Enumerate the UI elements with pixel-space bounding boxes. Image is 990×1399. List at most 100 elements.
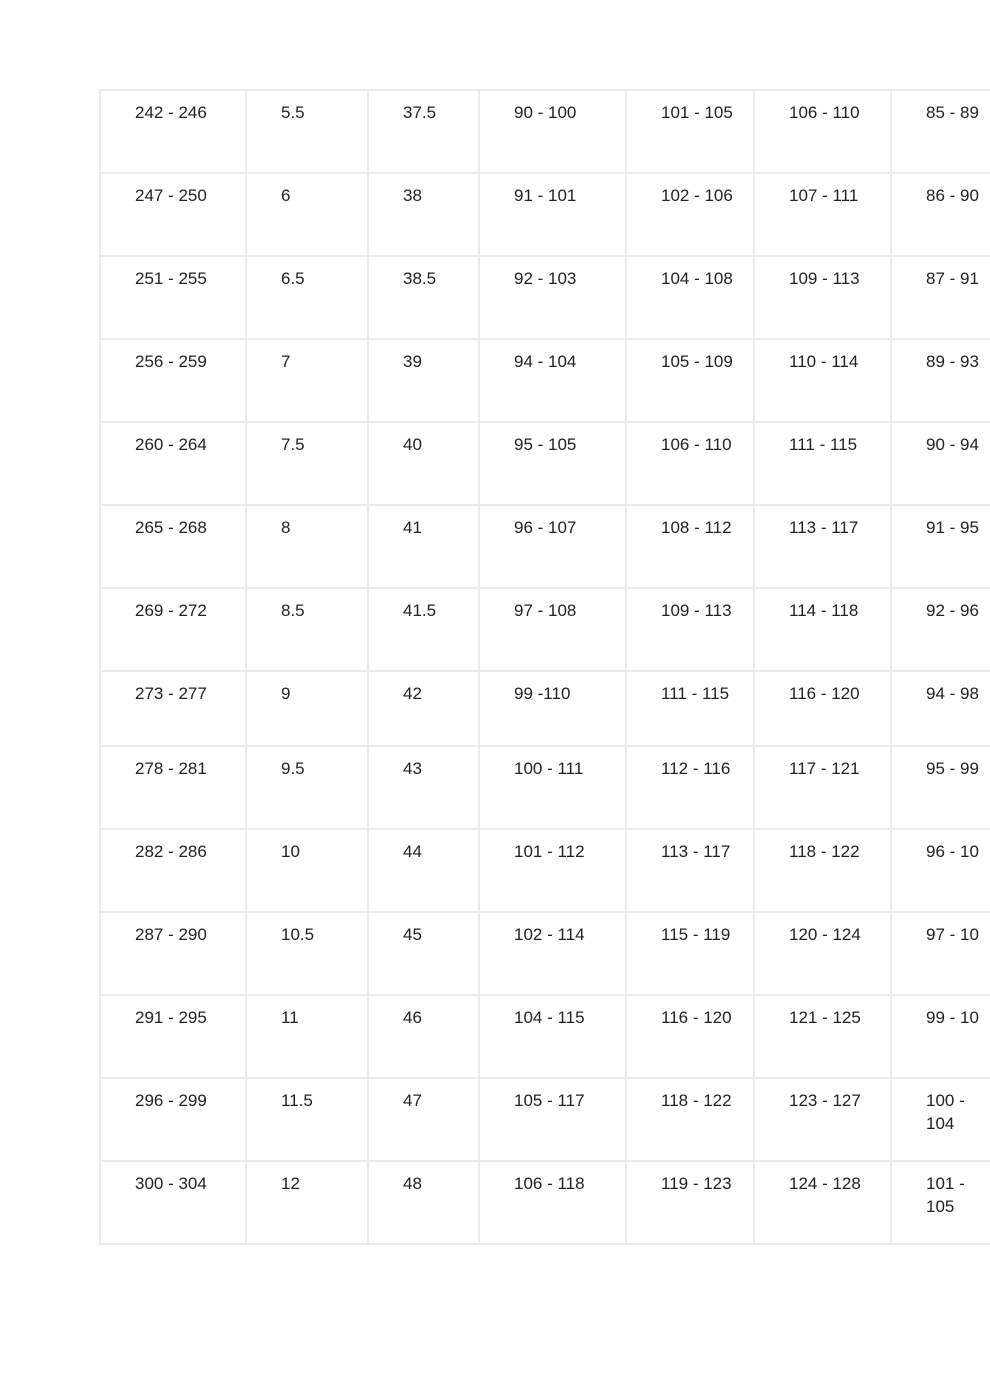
table-cell: 117 - 121 bbox=[753, 745, 892, 830]
table-cell: 86 - 90 bbox=[890, 172, 990, 257]
table-row: 273 - 277 9 42 99 -110 111 - 115 116 - 120 94 … bbox=[99, 670, 990, 747]
table-cell: 6.5 bbox=[245, 255, 369, 340]
table-cell: 251 - 255 bbox=[99, 255, 247, 340]
table-cell: 6 bbox=[245, 172, 369, 257]
table-cell: 7.5 bbox=[245, 421, 369, 506]
table-cell: 296 - 299 bbox=[99, 1077, 247, 1162]
table-cell: 47 bbox=[367, 1077, 480, 1162]
table-cell: 90 - 94 bbox=[890, 421, 990, 506]
table-cell: 9.5 bbox=[245, 745, 369, 830]
table-cell: 105 - 117 bbox=[478, 1077, 627, 1162]
table-cell: 119 - 123 bbox=[625, 1160, 755, 1245]
table-cell: 43 bbox=[367, 745, 480, 830]
table-cell: 91 - 101 bbox=[478, 172, 627, 257]
table-row: 269 - 272 8.5 41.5 97 - 108 109 - 113 114 - 1… bbox=[99, 587, 990, 672]
table-cell: 113 - 117 bbox=[753, 504, 892, 589]
table-cell: 38 bbox=[367, 172, 480, 257]
table-cell: 106 - 118 bbox=[478, 1160, 627, 1245]
table-row: 251 - 255 6.5 38.5 92 - 103 104 - 108 109 - 1… bbox=[99, 255, 990, 340]
table-cell: 96 - 107 bbox=[478, 504, 627, 589]
table-cell: 109 - 113 bbox=[625, 587, 755, 672]
table-body: 242 - 246 5.5 37.5 90 - 100 101 - 105 106 - 1… bbox=[99, 89, 990, 1245]
table-cell: 96 - 10 bbox=[890, 828, 990, 913]
table-cell: 300 - 304 bbox=[99, 1160, 247, 1245]
table-cell: 278 - 281 bbox=[99, 745, 247, 830]
table-cell: 12 bbox=[245, 1160, 369, 1245]
table-cell: 94 - 98 bbox=[890, 670, 990, 747]
table-cell: 99 - 10 bbox=[890, 994, 990, 1079]
table-cell: 46 bbox=[367, 994, 480, 1079]
table-row: 256 - 259 7 39 94 - 104 105 - 109 110 - 114 89… bbox=[99, 338, 990, 423]
table-cell: 101 - 105 bbox=[890, 1160, 990, 1245]
table-cell: 95 - 99 bbox=[890, 745, 990, 830]
table-cell: 94 - 104 bbox=[478, 338, 627, 423]
table-cell: 120 - 124 bbox=[753, 911, 892, 996]
table-cell: 107 - 111 bbox=[753, 172, 892, 257]
table-cell: 112 - 116 bbox=[625, 745, 755, 830]
table-cell: 108 - 112 bbox=[625, 504, 755, 589]
table-cell: 85 - 89 bbox=[890, 89, 990, 174]
table-cell: 102 - 106 bbox=[625, 172, 755, 257]
table-cell: 37.5 bbox=[367, 89, 480, 174]
table-cell: 123 - 127 bbox=[753, 1077, 892, 1162]
table-cell: 8.5 bbox=[245, 587, 369, 672]
table-cell: 10.5 bbox=[245, 911, 369, 996]
table-cell: 90 - 100 bbox=[478, 89, 627, 174]
table-cell: 10 bbox=[245, 828, 369, 913]
table-cell: 95 - 105 bbox=[478, 421, 627, 506]
table-cell: 44 bbox=[367, 828, 480, 913]
size-chart-container: 242 - 246 5.5 37.5 90 - 100 101 - 105 106 - 1… bbox=[99, 89, 990, 1245]
table-cell: 287 - 290 bbox=[99, 911, 247, 996]
table-row: 282 - 286 10 44 101 - 112 113 - 117 118 - 122… bbox=[99, 828, 990, 913]
table-cell: 45 bbox=[367, 911, 480, 996]
size-chart-table: 242 - 246 5.5 37.5 90 - 100 101 - 105 106 - 1… bbox=[99, 89, 990, 1245]
table-cell: 115 - 119 bbox=[625, 911, 755, 996]
table-cell: 118 - 122 bbox=[625, 1077, 755, 1162]
table-cell: 7 bbox=[245, 338, 369, 423]
table-cell: 269 - 272 bbox=[99, 587, 247, 672]
table-row: 291 - 295 11 46 104 - 115 116 - 120 121 - 125… bbox=[99, 994, 990, 1079]
table-cell: 11.5 bbox=[245, 1077, 369, 1162]
table-cell: 87 - 91 bbox=[890, 255, 990, 340]
table-cell: 5.5 bbox=[245, 89, 369, 174]
table-cell: 111 - 115 bbox=[625, 670, 755, 747]
table-cell: 39 bbox=[367, 338, 480, 423]
table-cell: 100 - 111 bbox=[478, 745, 627, 830]
table-row: 296 - 299 11.5 47 105 - 117 118 - 122 123 - 1… bbox=[99, 1077, 990, 1162]
table-cell: 104 - 115 bbox=[478, 994, 627, 1079]
table-cell: 42 bbox=[367, 670, 480, 747]
table-cell: 110 - 114 bbox=[753, 338, 892, 423]
table-cell: 116 - 120 bbox=[625, 994, 755, 1079]
table-cell: 89 - 93 bbox=[890, 338, 990, 423]
table-cell: 105 - 109 bbox=[625, 338, 755, 423]
table-row: 265 - 268 8 41 96 - 107 108 - 112 113 - 117 91… bbox=[99, 504, 990, 589]
table-cell: 92 - 103 bbox=[478, 255, 627, 340]
table-cell: 41.5 bbox=[367, 587, 480, 672]
table-cell: 116 - 120 bbox=[753, 670, 892, 747]
table-cell: 256 - 259 bbox=[99, 338, 247, 423]
table-cell: 118 - 122 bbox=[753, 828, 892, 913]
table-cell: 11 bbox=[245, 994, 369, 1079]
table-cell: 113 - 117 bbox=[625, 828, 755, 913]
table-cell: 265 - 268 bbox=[99, 504, 247, 589]
table-cell: 97 - 10 bbox=[890, 911, 990, 996]
table-row: 260 - 264 7.5 40 95 - 105 106 - 110 111 - 115… bbox=[99, 421, 990, 506]
table-row: 242 - 246 5.5 37.5 90 - 100 101 - 105 106 - 1… bbox=[99, 89, 990, 174]
table-cell: 121 - 125 bbox=[753, 994, 892, 1079]
table-cell: 260 - 264 bbox=[99, 421, 247, 506]
table-cell: 124 - 128 bbox=[753, 1160, 892, 1245]
table-cell: 8 bbox=[245, 504, 369, 589]
table-cell: 101 - 112 bbox=[478, 828, 627, 913]
table-cell: 111 - 115 bbox=[753, 421, 892, 506]
table-cell: 104 - 108 bbox=[625, 255, 755, 340]
table-cell: 247 - 250 bbox=[99, 172, 247, 257]
table-cell: 114 - 118 bbox=[753, 587, 892, 672]
table-cell: 99 -110 bbox=[478, 670, 627, 747]
table-row: 278 - 281 9.5 43 100 - 111 112 - 116 117 - 12… bbox=[99, 745, 990, 830]
table-cell: 102 - 114 bbox=[478, 911, 627, 996]
table-cell: 273 - 277 bbox=[99, 670, 247, 747]
table-cell: 97 - 108 bbox=[478, 587, 627, 672]
table-cell: 100 - 104 bbox=[890, 1077, 990, 1162]
table-cell: 282 - 286 bbox=[99, 828, 247, 913]
table-cell: 109 - 113 bbox=[753, 255, 892, 340]
